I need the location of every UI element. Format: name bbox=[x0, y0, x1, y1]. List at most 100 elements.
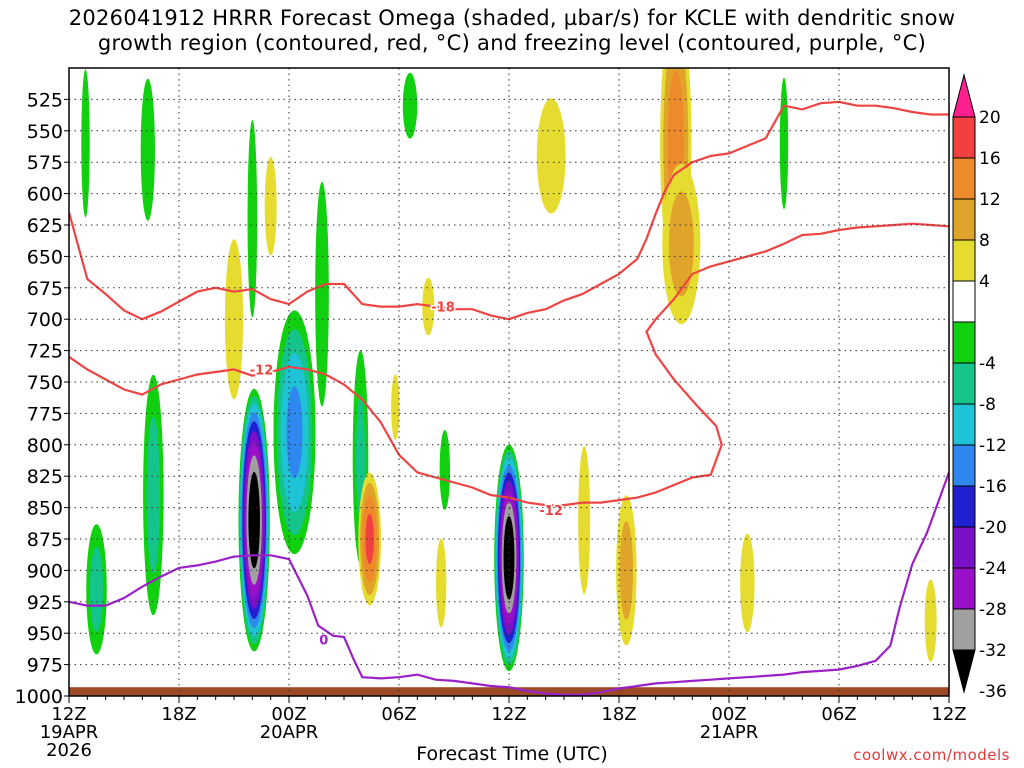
contour-label: -18 bbox=[431, 301, 455, 316]
omega-cell bbox=[238, 388, 270, 652]
omega-contour-fill bbox=[315, 181, 329, 407]
omega-contour-fill bbox=[286, 386, 303, 479]
omega-cell bbox=[662, 163, 701, 324]
colorbar-bin bbox=[952, 485, 976, 528]
colorbar-label: -32 bbox=[979, 641, 1007, 661]
x-tick-date-label: 20APR bbox=[260, 722, 319, 743]
y-tick-label: 875 bbox=[27, 529, 63, 551]
omega-cell bbox=[616, 495, 637, 646]
colorbar-label: -12 bbox=[979, 436, 1007, 456]
omega-cell bbox=[315, 181, 329, 407]
omega-contour-fill bbox=[536, 98, 566, 214]
omega-cell bbox=[143, 374, 164, 616]
contour-label: -12 bbox=[539, 504, 563, 519]
y-tick-label: 750 bbox=[27, 372, 63, 394]
colorbar-label: -4 bbox=[979, 354, 996, 374]
y-tick-label: 975 bbox=[27, 655, 63, 677]
colorbar-bin bbox=[952, 116, 976, 159]
omega-contour-fill bbox=[740, 533, 755, 633]
omega-cell bbox=[779, 77, 789, 210]
omega-contour-fill bbox=[391, 374, 400, 441]
colorbar-label: -36 bbox=[979, 682, 1007, 702]
grid bbox=[69, 68, 949, 696]
y-tick-label: 600 bbox=[27, 184, 63, 206]
colorbar-label: -20 bbox=[979, 518, 1007, 538]
colorbar-bin bbox=[952, 403, 976, 446]
chart-title: 2026041912 HRRR Forecast Omega (shaded, … bbox=[0, 6, 1024, 56]
omega-contour-fill bbox=[146, 416, 161, 574]
colorbar-bin bbox=[952, 362, 976, 405]
colorbar-bin bbox=[952, 157, 976, 200]
y-tick-label: 525 bbox=[27, 89, 63, 111]
omega-cell bbox=[81, 69, 90, 218]
contour-label: 0 bbox=[319, 633, 328, 648]
omega-contour-fill bbox=[248, 471, 260, 569]
x-tick-label: 00Z bbox=[271, 704, 306, 725]
colorbar-label: 16 bbox=[979, 149, 1001, 169]
omega-contour-fill bbox=[402, 72, 418, 139]
chart-title-line-2: growth region (contoured, red, °C) and f… bbox=[97, 31, 927, 55]
contour-line bbox=[69, 222, 949, 507]
contour-label: -12 bbox=[250, 363, 274, 378]
y-tick-label: 925 bbox=[27, 592, 63, 614]
colorbar-bin bbox=[952, 239, 976, 282]
colorbar-label: -24 bbox=[979, 559, 1007, 579]
y-tick-label: 575 bbox=[27, 152, 63, 174]
x-tick-date-label: 21APR bbox=[700, 722, 759, 743]
omega-contour-fill bbox=[435, 538, 447, 628]
y-tick-label: 825 bbox=[27, 466, 63, 488]
chart-title-line-1: 2026041912 HRRR Forecast Omega (shaded, … bbox=[68, 6, 956, 30]
x-tick-label: 18Z bbox=[161, 704, 196, 725]
omega-cell bbox=[435, 538, 447, 628]
omega-cell bbox=[578, 446, 591, 595]
x-tick-label: 06Z bbox=[381, 704, 416, 725]
colorbar-bin bbox=[952, 444, 976, 487]
omega-cell bbox=[264, 156, 277, 256]
omega-contour-fill bbox=[247, 120, 258, 318]
colorbar-bin bbox=[952, 198, 976, 241]
contour-line bbox=[69, 100, 949, 321]
y-tick-label: 1000 bbox=[15, 686, 63, 708]
omega-contour-fill bbox=[439, 429, 451, 510]
colorbar-label: 12 bbox=[979, 190, 1001, 210]
omega-contour-fill bbox=[81, 69, 90, 218]
omega-contour-fill bbox=[89, 546, 104, 632]
omega-contour-fill bbox=[264, 156, 277, 256]
colorbar-bin bbox=[952, 567, 976, 610]
omega-cell bbox=[391, 374, 400, 441]
terrain bbox=[69, 687, 949, 696]
y-tick-label: 675 bbox=[27, 278, 63, 300]
omega-cell bbox=[924, 579, 937, 662]
colorbar-label: 20 bbox=[979, 108, 1001, 128]
colorbar-bin bbox=[952, 526, 976, 569]
y-tick-label: 700 bbox=[27, 309, 63, 331]
y-tick-label: 800 bbox=[27, 435, 63, 457]
x-tick-label: 00Z bbox=[711, 704, 746, 725]
omega-contour-fill bbox=[578, 446, 591, 595]
colorbar-label: -16 bbox=[979, 477, 1007, 497]
contour-line bbox=[69, 472, 949, 696]
x-tick-label: 06Z bbox=[821, 704, 856, 725]
omega-cell bbox=[247, 120, 258, 318]
omega-cell bbox=[140, 78, 155, 221]
colorbar: 20 16 12 8 4 -4 -8 -12 -16 -20 -24 -28 -32 -36 bbox=[952, 73, 1007, 702]
colorbar-arrow-bottom bbox=[952, 649, 976, 694]
x-tick-label: 18Z bbox=[601, 704, 636, 725]
omega-cell bbox=[358, 472, 381, 606]
y-tick-label: 775 bbox=[27, 403, 63, 425]
x-tick-date-label: 19APR bbox=[40, 722, 99, 743]
colorbar-bin bbox=[952, 321, 976, 364]
omega-contour-fill bbox=[140, 78, 155, 221]
omega-contour-fill bbox=[779, 77, 789, 210]
colorbar-label: -28 bbox=[979, 600, 1007, 620]
colorbar-label: 4 bbox=[979, 272, 990, 292]
omega-contour-fill bbox=[619, 521, 634, 620]
colorbar-bin bbox=[952, 280, 976, 323]
omega-contour-fill bbox=[365, 513, 374, 565]
omega-cell bbox=[402, 72, 418, 139]
y-tick-label: 725 bbox=[27, 341, 63, 363]
watermark: coolwx.com/models bbox=[853, 746, 1010, 764]
y-tick-label: 625 bbox=[27, 215, 63, 237]
omega-cell bbox=[86, 524, 107, 655]
x-axis-label: Forecast Time (UTC) bbox=[416, 743, 608, 765]
